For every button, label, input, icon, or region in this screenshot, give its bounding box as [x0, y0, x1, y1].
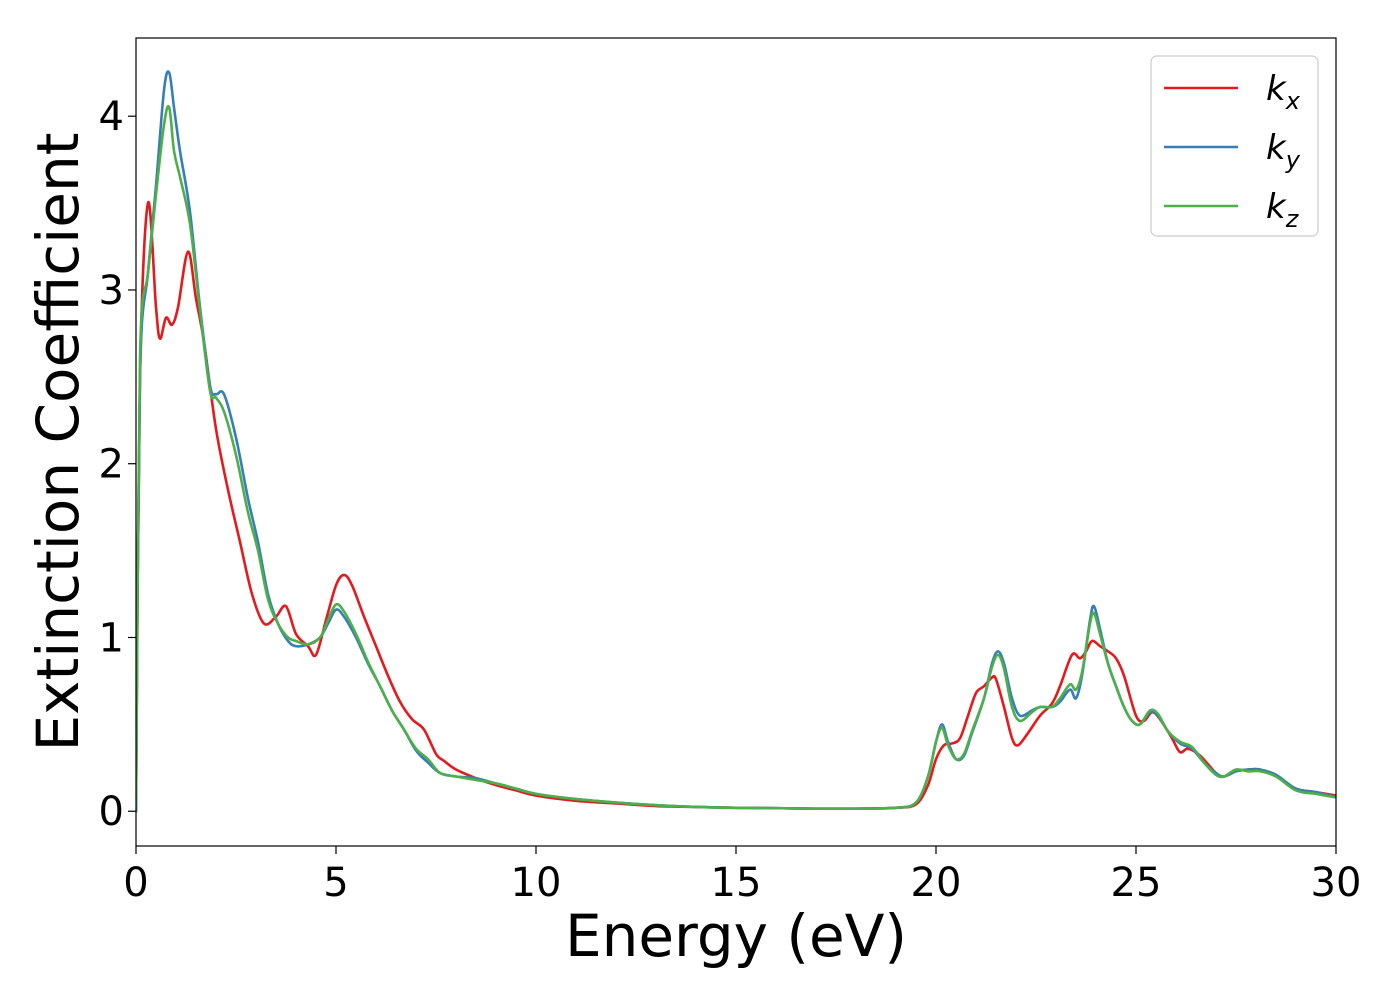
x-tick-label: 15 — [711, 860, 762, 906]
y-tick-label: 3 — [99, 268, 124, 314]
x-tick-label: 25 — [1111, 860, 1162, 906]
legend: kx ky kz — [1150, 55, 1319, 237]
legend-label-k-z: kz — [1266, 187, 1300, 233]
x-axis: 0 5 10 15 20 25 30 — [123, 846, 1361, 906]
y-axis-title: Extinction Coefficient — [24, 133, 92, 752]
y-tick-label: 2 — [99, 442, 124, 488]
y-tick-label: 4 — [99, 94, 124, 140]
y-tick-label: 1 — [99, 615, 124, 661]
legend-label-k-x: kx — [1266, 69, 1301, 115]
legend-label-k-y: ky — [1266, 128, 1301, 174]
x-tick-label: 30 — [1311, 860, 1362, 906]
y-axis: 0 1 2 3 4 — [99, 94, 136, 835]
x-tick-label: 20 — [911, 860, 962, 906]
series-layer — [136, 70, 1336, 813]
y-tick-label: 0 — [99, 789, 124, 835]
x-tick-label: 5 — [323, 860, 348, 906]
x-axis-title: Energy (eV) — [565, 902, 907, 970]
x-tick-label: 10 — [511, 860, 562, 906]
x-tick-label: 0 — [123, 860, 148, 906]
series-line-k-z — [136, 105, 1336, 813]
